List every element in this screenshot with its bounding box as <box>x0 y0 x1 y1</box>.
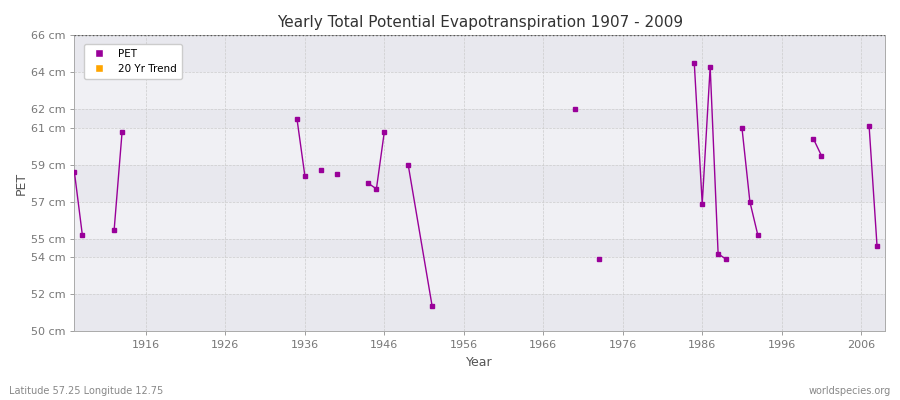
Bar <box>75 35 885 72</box>
Bar <box>75 294 885 332</box>
Bar <box>75 128 885 165</box>
Bar <box>75 72 885 109</box>
Bar <box>75 109 885 128</box>
Title: Yearly Total Potential Evapotranspiration 1907 - 2009: Yearly Total Potential Evapotranspiratio… <box>276 15 683 30</box>
Bar <box>75 239 885 257</box>
Legend: PET, 20 Yr Trend: PET, 20 Yr Trend <box>84 44 182 79</box>
Bar <box>75 165 885 202</box>
X-axis label: Year: Year <box>466 356 493 369</box>
Text: Latitude 57.25 Longitude 12.75: Latitude 57.25 Longitude 12.75 <box>9 386 163 396</box>
Bar <box>75 257 885 294</box>
Y-axis label: PET: PET <box>15 172 28 195</box>
Bar <box>75 202 885 239</box>
Text: worldspecies.org: worldspecies.org <box>809 386 891 396</box>
